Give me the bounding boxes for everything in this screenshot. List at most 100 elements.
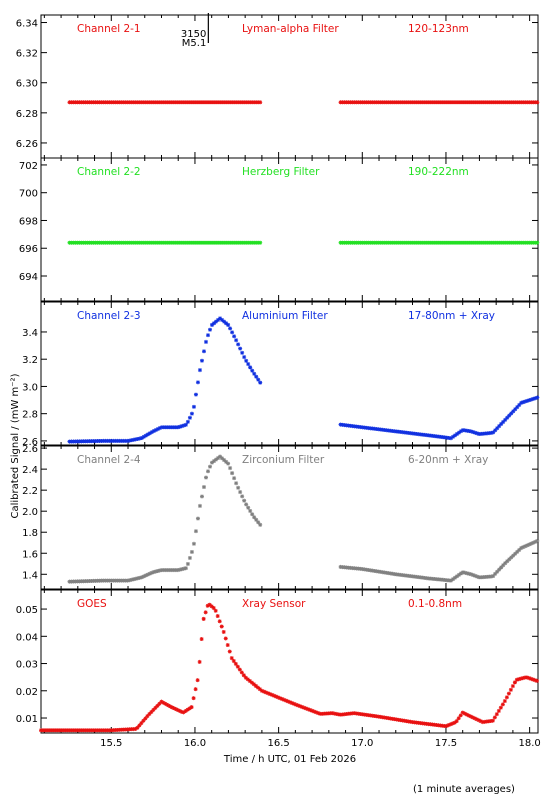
data-point [222,458,227,463]
data-point [163,100,168,105]
data-point [346,423,351,428]
data-point [163,240,168,245]
data-point [519,240,524,245]
data-point [472,716,477,721]
data-point [89,728,94,733]
data-point [296,703,301,708]
data-point [232,100,237,105]
data-point [432,434,437,439]
data-point [121,727,126,732]
data-point [440,435,445,440]
data-point [446,723,451,728]
data-point [45,728,50,733]
data-point [93,439,98,444]
data-point [153,705,158,710]
data-point [448,578,453,583]
data-point [380,240,385,245]
data-point [267,692,272,697]
data-point [218,454,223,459]
data-point [236,342,241,347]
data-point [388,240,393,245]
data-point [450,721,455,726]
data-point [508,687,513,692]
y-tick-label: 2.2 [22,486,38,497]
data-series [67,100,540,105]
data-point [242,355,247,360]
data-point [212,321,217,326]
data-point [246,240,251,245]
data-point [503,561,508,566]
data-point [157,568,162,573]
panel-label: Aluminium Filter [242,310,328,322]
data-point [523,399,528,404]
data-point [352,566,357,571]
data-point [475,240,480,245]
data-point [59,728,64,733]
data-point [465,571,470,576]
data-point [73,439,78,444]
data-point [489,240,494,245]
data-point [350,711,355,716]
data-point [57,728,62,733]
x-tick-label: 18.0 [519,738,541,749]
data-point [218,240,223,245]
panel-frame [40,445,539,590]
y-tick-label: 6.28 [16,109,38,120]
data-point [308,707,313,712]
data-point [414,574,419,579]
data-point [89,240,94,245]
data-point [210,460,215,465]
data-point [398,240,403,245]
data-point [123,438,128,443]
data-point [221,629,226,634]
panel-label: 190-222nm [408,166,469,178]
data-point [75,579,80,584]
data-point [485,100,490,105]
data-point [137,100,142,105]
data-point [494,712,499,717]
data-point [507,240,512,245]
data-point [87,728,92,733]
data-point [89,100,94,105]
data-point [228,466,233,471]
data-point [495,100,500,105]
data-point [115,240,120,245]
data-point [412,100,417,105]
data-point [428,240,433,245]
data-point [388,100,393,105]
data-point [444,100,449,105]
data-point [468,714,473,719]
x-tick-label: 16.0 [184,738,206,749]
data-point [428,722,433,727]
data-point [524,675,529,680]
data-point [206,240,211,245]
y-tick-label: 3.0 [22,382,38,393]
data-point [133,240,138,245]
data-point [366,713,371,718]
data-point [232,476,237,481]
data-point [250,240,255,245]
data-point [193,100,198,105]
data-point [346,711,351,716]
data-point [485,574,490,579]
data-point [519,100,524,105]
data-point [191,541,196,546]
flare-marker-label: M5.1 [182,38,207,49]
data-point [344,240,349,245]
data-point [99,578,104,583]
data-point [382,240,387,245]
data-point [446,240,451,245]
panel-label: Xray Sensor [242,598,306,610]
data-point [520,676,525,681]
data-point [434,240,439,245]
y-tick-label: 1.6 [22,549,38,560]
data-point [75,100,80,105]
data-point [340,712,345,717]
data-point [101,578,106,583]
data-point [529,100,534,105]
data-point [199,358,204,363]
data-point [424,240,429,245]
data-point [499,421,504,426]
data-point [499,240,504,245]
data-point [165,240,170,245]
